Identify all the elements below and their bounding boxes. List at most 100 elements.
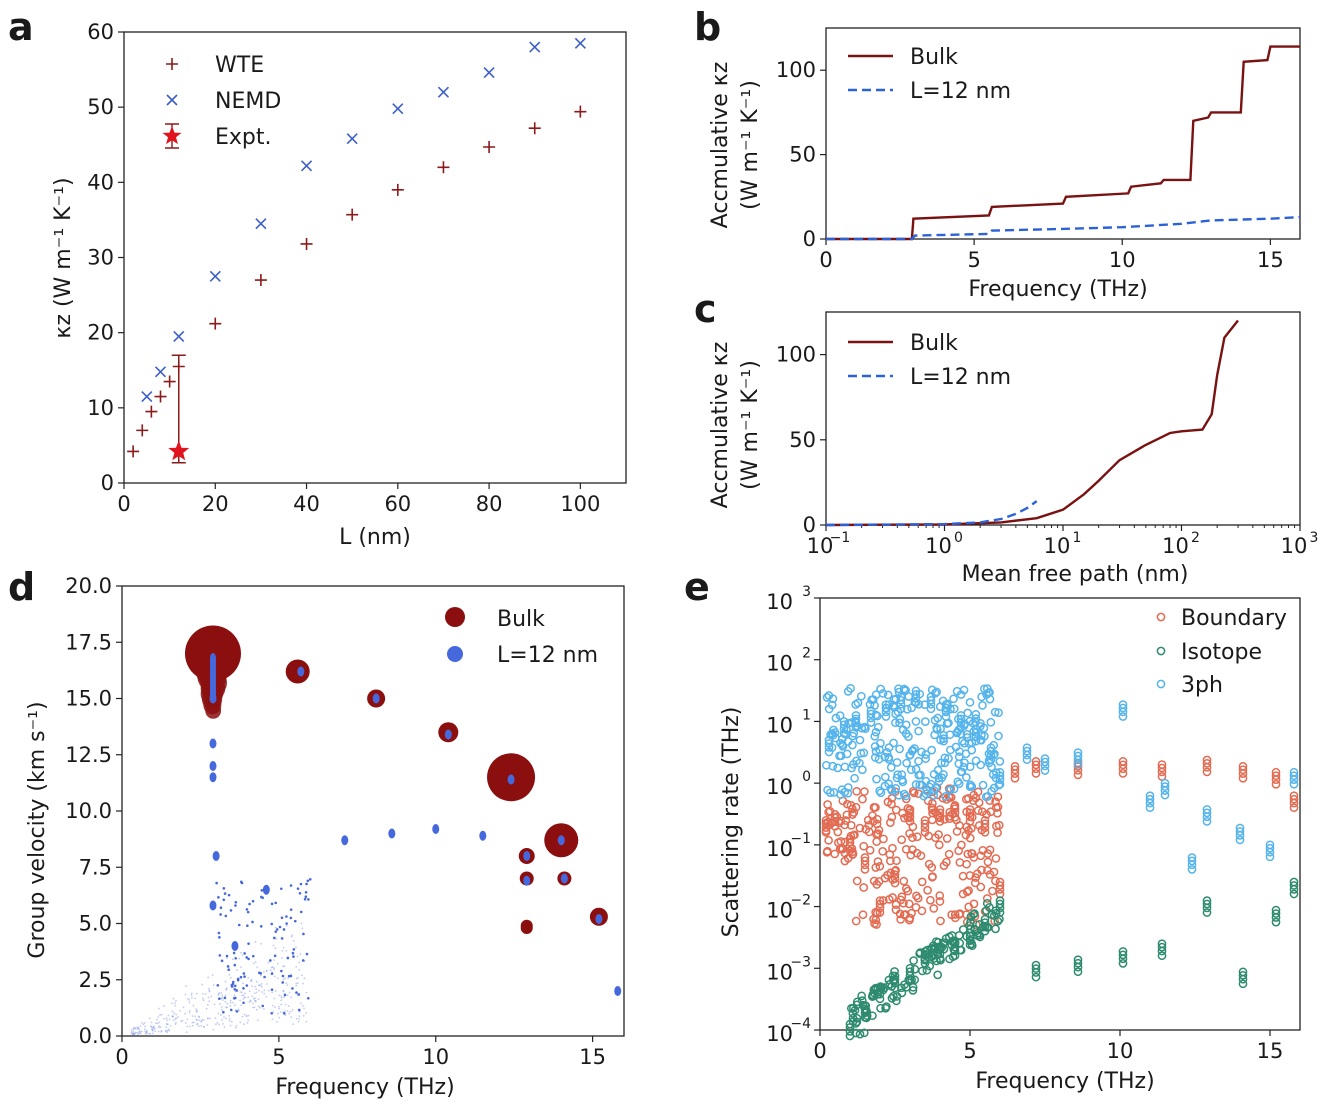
y-axis-label: Accmulative κz — [708, 62, 733, 229]
isotope-point — [910, 964, 920, 974]
legend-threeph-marker — [1156, 679, 1166, 689]
acoustic-point — [166, 1023, 169, 1026]
legend-boundary-marker — [1156, 612, 1166, 622]
l12-scatter-point — [245, 984, 249, 987]
isotope-point — [855, 1029, 865, 1039]
acoustic-point — [210, 995, 213, 998]
threeph-point — [976, 760, 986, 770]
x-tick-label: 5 — [963, 1039, 976, 1063]
threeph-point — [892, 758, 902, 767]
isotope-point — [845, 1019, 855, 1029]
isotope-point — [846, 1003, 856, 1013]
acoustic-point — [188, 1025, 191, 1028]
acoustic-point — [244, 992, 246, 995]
l12-scatter-point — [243, 952, 246, 955]
acoustic-point — [291, 1009, 294, 1011]
threeph-point — [839, 729, 849, 738]
y-axis-label: Scattering rate (THz) — [719, 707, 744, 938]
y-axis-label: κz (W m⁻¹ K⁻¹) — [51, 177, 76, 338]
isotope-point — [890, 983, 900, 993]
acoustic-point — [297, 977, 299, 979]
boundary-point — [858, 794, 867, 804]
boundary-point — [821, 819, 831, 829]
acoustic-point — [207, 996, 210, 999]
boundary-point — [965, 805, 975, 814]
threeph-point — [987, 786, 997, 796]
acoustic-point — [253, 1006, 256, 1009]
boundary-point — [845, 834, 855, 844]
acoustic-point — [272, 944, 275, 947]
l12-scatter-point — [270, 922, 274, 926]
threeph-point — [884, 743, 894, 752]
acoustic-point — [253, 999, 256, 1002]
l12-scatter-point — [280, 969, 283, 973]
legend-wte-marker — [166, 58, 178, 70]
x-tick-label: 15 — [1257, 248, 1284, 272]
acoustic-point — [182, 1006, 185, 1009]
bulk-line — [826, 45, 1300, 241]
boundary-point — [957, 840, 966, 850]
acoustic-point — [132, 1028, 135, 1030]
acoustic-point — [212, 984, 215, 986]
l12-scatter-point — [270, 902, 274, 906]
threeph-point — [971, 710, 981, 719]
threeph-point — [929, 790, 939, 800]
y-tick-exponent: 1 — [802, 707, 811, 723]
acoustic-point — [157, 1016, 160, 1018]
acoustic-point — [155, 1022, 158, 1025]
isotope-point — [965, 940, 975, 950]
threeph-point — [1022, 746, 1032, 756]
threeph-point — [871, 747, 881, 756]
l12-scatter-point — [226, 965, 230, 968]
x-tick-exponent: −1 — [830, 530, 851, 546]
boundary-point — [888, 843, 897, 853]
isotope-point — [1157, 939, 1167, 949]
acoustic-point — [172, 1019, 175, 1022]
acoustic-point — [191, 1024, 194, 1027]
threeph-point — [1265, 840, 1275, 850]
threeph-point — [941, 703, 951, 713]
boundary-point — [834, 838, 843, 847]
wte-point — [209, 317, 222, 330]
acoustic-point — [278, 994, 281, 997]
acoustic-point — [133, 1032, 136, 1035]
isotope-point — [950, 942, 960, 952]
boundary-point — [865, 845, 875, 855]
boundary-point — [883, 797, 893, 807]
nemd-point — [173, 330, 185, 342]
acoustic-point — [253, 992, 256, 995]
boundary-point — [891, 900, 901, 909]
l12-point — [209, 772, 217, 783]
l12-line — [825, 500, 1038, 527]
threeph-point — [870, 731, 880, 741]
acoustic-point — [149, 1032, 152, 1035]
l12-scatter-point — [223, 892, 227, 895]
l12-column-point — [209, 693, 216, 704]
threeph-point — [853, 698, 863, 708]
boundary-point — [909, 788, 919, 798]
isotope-point — [1202, 896, 1212, 905]
boundary-point — [916, 851, 926, 861]
threeph-point — [868, 695, 878, 704]
acoustic-point — [283, 996, 285, 998]
acoustic-point — [165, 1031, 168, 1034]
acoustic-point — [136, 1031, 139, 1034]
acoustic-point — [218, 992, 221, 994]
isotope-point — [991, 924, 1000, 934]
threeph-point — [839, 720, 849, 730]
boundary-point — [935, 805, 945, 814]
acoustic-point — [247, 1019, 250, 1022]
boundary-point — [1289, 803, 1299, 813]
x-tick-label: 20 — [202, 492, 229, 516]
y-tick-label: 10 — [766, 652, 793, 676]
acoustic-point — [301, 927, 304, 930]
acoustic-point — [292, 939, 295, 942]
nemd-point — [346, 133, 358, 145]
l12-scatter-point — [269, 959, 272, 962]
boundary-point — [1271, 767, 1281, 777]
threeph-point — [856, 691, 866, 701]
l12-scatter-point — [292, 955, 295, 958]
acoustic-point — [175, 1013, 178, 1016]
acoustic-point — [292, 1023, 295, 1026]
